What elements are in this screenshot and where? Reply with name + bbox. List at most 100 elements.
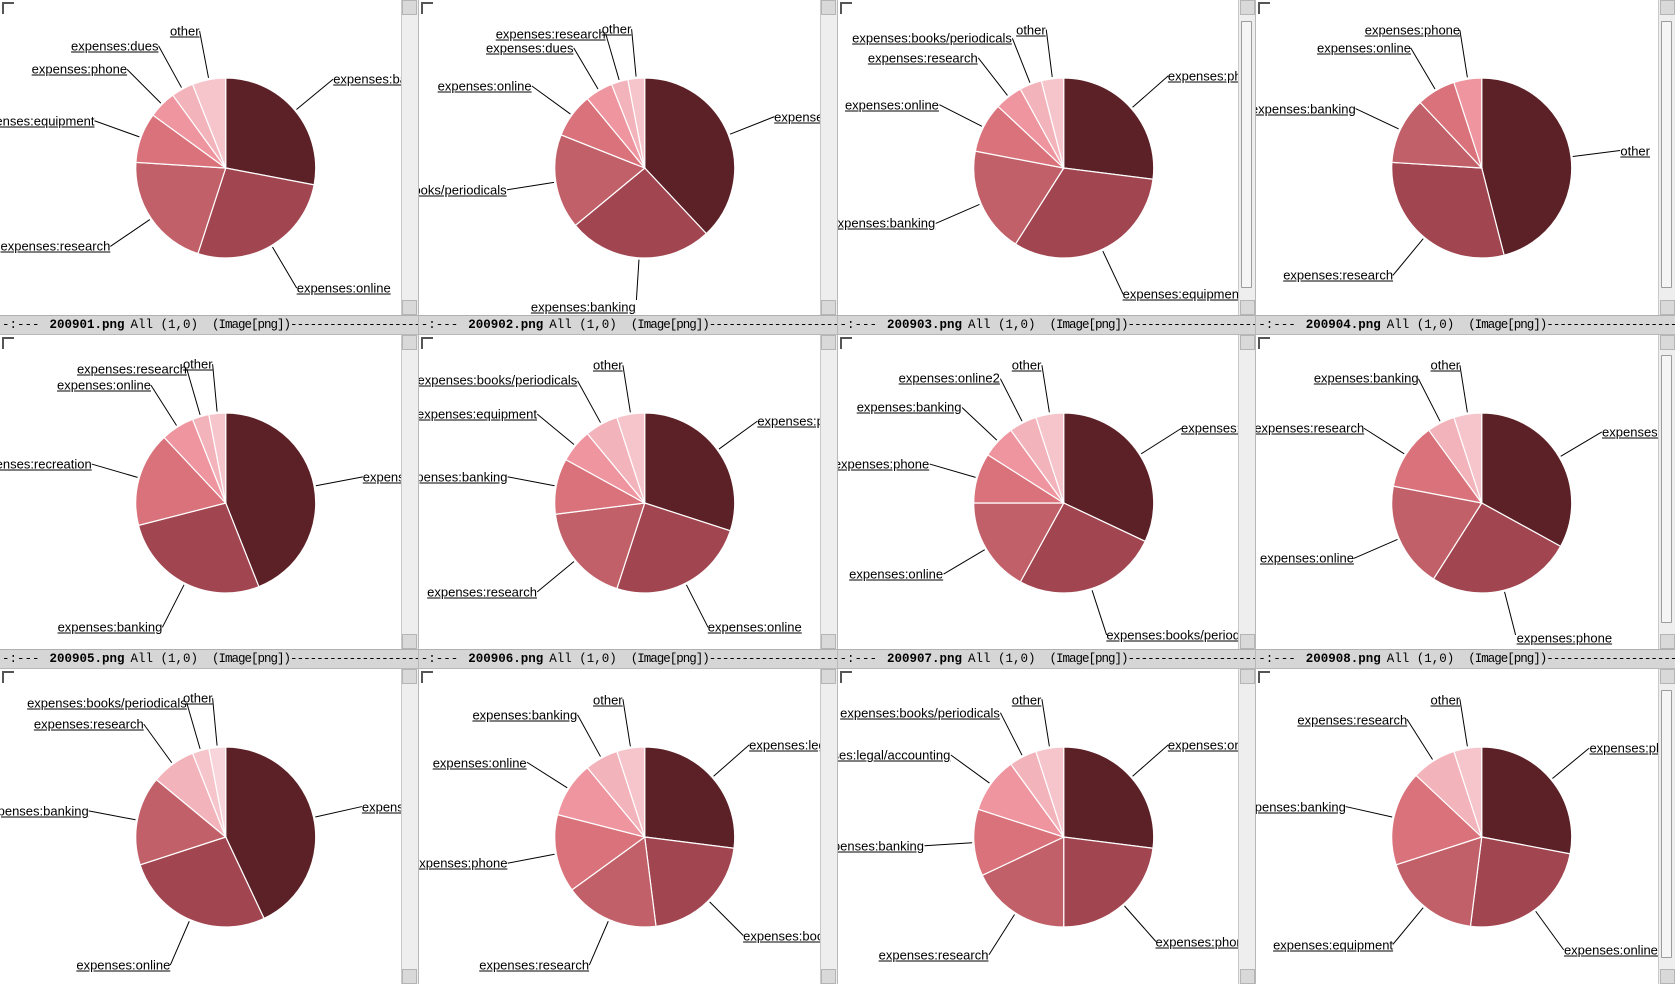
vertical-scrollbar[interactable] xyxy=(820,335,837,650)
vertical-scrollbar[interactable] xyxy=(820,669,837,984)
scrollbar-thumb[interactable] xyxy=(1661,21,1672,289)
pie-chart-image[interactable]: expenses:phone expenses:equipment expenses… xyxy=(838,0,1256,315)
scrollbar-up-arrow[interactable] xyxy=(1240,0,1255,15)
buffer-status-bar[interactable]: -:--- 200903.png All (1,0) (Image[png])----… xyxy=(838,315,1256,334)
scrollbar-track[interactable] xyxy=(1660,350,1675,635)
image-buffer-panel[interactable]: expenses:phoneexpenses:onlineexpenses:ba… xyxy=(0,669,419,1004)
scrollbar-up-arrow[interactable] xyxy=(402,335,417,350)
scrollbar-thumb[interactable] xyxy=(1241,21,1252,289)
scrollbar-track[interactable] xyxy=(402,684,417,969)
status-filename[interactable]: 200906.png xyxy=(468,652,543,666)
status-filename[interactable]: 200908.png xyxy=(1306,652,1381,666)
scrollbar-up-arrow[interactable] xyxy=(402,0,417,15)
scrollbar-track[interactable] xyxy=(821,684,836,969)
pie-chart-image[interactable]: expenses:conferenceexpenses:phoneexpense… xyxy=(1256,335,1675,650)
pie-svg-element xyxy=(0,0,418,300)
pie-chart-image[interactable]: expenses:phoneexpenses:onlineexpenses:ba… xyxy=(0,669,418,984)
scrollbar-down-arrow[interactable] xyxy=(1240,300,1255,315)
status-image-info: (Image[png])----------------------------… xyxy=(1050,318,1256,332)
scrollbar-track[interactable] xyxy=(1240,350,1255,635)
scrollbar-up-arrow[interactable] xyxy=(1240,669,1255,684)
image-buffer-panel[interactable]: expenses:phone expenses:equipment expenses… xyxy=(838,0,1257,335)
pie-chart-image[interactable]: expenses:phoneexpenses:onlineexpenses:eq… xyxy=(1256,669,1675,984)
pie-chart-image[interactable]: expenses:phoneexpenses:bankingexpenses:r… xyxy=(0,335,418,650)
scrollbar-down-arrow[interactable] xyxy=(1660,300,1675,315)
image-buffer-panel[interactable]: expenses:phoneexpenses:onlineexpenses:eq… xyxy=(1256,669,1675,1004)
status-filename[interactable]: 200907.png xyxy=(887,652,962,666)
vertical-scrollbar[interactable] xyxy=(401,669,418,984)
scrollbar-down-arrow[interactable] xyxy=(821,300,836,315)
scrollbar-down-arrow[interactable] xyxy=(402,969,417,984)
minibuffer[interactable] xyxy=(0,984,1675,1004)
scrollbar-down-arrow[interactable] xyxy=(821,634,836,649)
scrollbar-up-arrow[interactable] xyxy=(402,669,417,684)
image-buffer-panel[interactable]: other expenses:research expenses:banking ex… xyxy=(1256,0,1675,335)
scrollbar-down-arrow[interactable] xyxy=(1240,969,1255,984)
status-dash-prefix: -:--- xyxy=(1258,652,1296,666)
image-buffer-panel[interactable]: expenses:bankingexpenses:onlineexpenses:… xyxy=(0,0,419,335)
scrollbar-track[interactable] xyxy=(1660,15,1675,300)
status-filename[interactable]: 200904.png xyxy=(1306,318,1381,332)
scrollbar-up-arrow[interactable] xyxy=(1660,0,1675,15)
status-mode-info: All (1,0) xyxy=(549,652,617,666)
pie-chart-image[interactable]: expenses:phoneexpenses:onlineexpenses:re… xyxy=(419,335,837,650)
buffer-status-bar[interactable]: -:--- 200901.png All (1,0) (Image[png])----… xyxy=(0,315,418,334)
scrollbar-down-arrow[interactable] xyxy=(1660,634,1675,649)
scrollbar-up-arrow[interactable] xyxy=(1660,669,1675,684)
scrollbar-down-arrow[interactable] xyxy=(821,969,836,984)
vertical-scrollbar[interactable] xyxy=(820,0,837,315)
scrollbar-down-arrow[interactable] xyxy=(402,634,417,649)
image-buffer-panel[interactable]: expenses:legal/accounexpenses:books/peri… xyxy=(419,669,838,1004)
status-filename[interactable]: 200901.png xyxy=(50,318,125,332)
vertical-scrollbar[interactable] xyxy=(1238,335,1255,650)
buffer-status-bar[interactable]: -:--- 200908.png All (1,0) (Image[png])----… xyxy=(1256,649,1675,668)
vertical-scrollbar[interactable] xyxy=(1658,335,1675,650)
vertical-scrollbar[interactable] xyxy=(401,0,418,315)
vertical-scrollbar[interactable] xyxy=(401,335,418,650)
vertical-scrollbar[interactable] xyxy=(1238,669,1255,984)
scrollbar-thumb[interactable] xyxy=(1661,690,1672,958)
status-mode-info: All (1,0) xyxy=(131,318,199,332)
scrollbar-down-arrow[interactable] xyxy=(1240,634,1255,649)
buffer-status-bar[interactable]: -:--- 200904.png All (1,0) (Image[png])----… xyxy=(1256,315,1675,334)
pie-chart-image[interactable]: expenses:bankingexpenses:onlineexpenses:… xyxy=(0,0,418,315)
status-mode-info: All (1,0) xyxy=(1387,652,1455,666)
buffer-status-bar[interactable]: -:--- 200906.png All (1,0) (Image[png])----… xyxy=(419,649,837,668)
status-filename[interactable]: 200902.png xyxy=(468,318,543,332)
scrollbar-down-arrow[interactable] xyxy=(1660,969,1675,984)
image-buffer-panel[interactable]: expenses:phoneexpenses:bankingexpenses:r… xyxy=(0,335,419,670)
status-dash-prefix: -:--- xyxy=(1258,318,1296,332)
status-filename[interactable]: 200905.png xyxy=(50,652,125,666)
image-buffer-panel[interactable]: expenses:phoneexpenses:bankingexpenses:b… xyxy=(419,0,838,335)
buffer-status-bar[interactable]: -:--- 200902.png All (1,0) (Image[png])----… xyxy=(419,315,837,334)
status-filename[interactable]: 200903.png xyxy=(887,318,962,332)
pie-chart-image[interactable]: expenses:phoneexpenses:bankingexpenses:b… xyxy=(419,0,837,315)
scrollbar-track[interactable] xyxy=(1240,15,1255,300)
scrollbar-track[interactable] xyxy=(821,350,836,635)
scrollbar-track[interactable] xyxy=(1660,684,1675,969)
image-buffer-panel[interactable]: expenses:conferenceexpenses:phoneexpense… xyxy=(1256,335,1675,670)
image-buffer-panel[interactable]: expenses:phoneexpenses:onlineexpenses:re… xyxy=(419,335,838,670)
vertical-scrollbar[interactable] xyxy=(1658,0,1675,315)
vertical-scrollbar[interactable] xyxy=(1238,0,1255,315)
image-buffer-panel[interactable]: expenses:researchexpenses:books/periodic… xyxy=(838,335,1257,670)
buffer-status-bar[interactable]: -:--- 200905.png All (1,0) (Image[png])----… xyxy=(0,649,418,668)
buffer-status-bar[interactable]: -:--- 200907.png All (1,0) (Image[png])----… xyxy=(838,649,1256,668)
pie-chart-image[interactable]: expenses:legal/accounexpenses:books/peri… xyxy=(419,669,837,984)
scrollbar-down-arrow[interactable] xyxy=(402,300,417,315)
scrollbar-up-arrow[interactable] xyxy=(1240,335,1255,350)
vertical-scrollbar[interactable] xyxy=(1658,669,1675,984)
scrollbar-up-arrow[interactable] xyxy=(821,0,836,15)
scrollbar-up-arrow[interactable] xyxy=(821,669,836,684)
scrollbar-up-arrow[interactable] xyxy=(821,335,836,350)
pie-chart-image[interactable]: expenses:researchexpenses:books/periodic… xyxy=(838,335,1256,650)
scrollbar-track[interactable] xyxy=(1240,684,1255,969)
pie-chart-image[interactable]: other expenses:research expenses:banking ex… xyxy=(1256,0,1675,315)
scrollbar-track[interactable] xyxy=(402,15,417,300)
scrollbar-track[interactable] xyxy=(821,15,836,300)
scrollbar-up-arrow[interactable] xyxy=(1660,335,1675,350)
scrollbar-thumb[interactable] xyxy=(1661,355,1672,623)
pie-chart-image[interactable]: expenses:online expenses:phone expenses:re… xyxy=(838,669,1256,984)
image-buffer-panel[interactable]: expenses:online expenses:phone expenses:re… xyxy=(838,669,1257,1004)
scrollbar-track[interactable] xyxy=(402,350,417,635)
